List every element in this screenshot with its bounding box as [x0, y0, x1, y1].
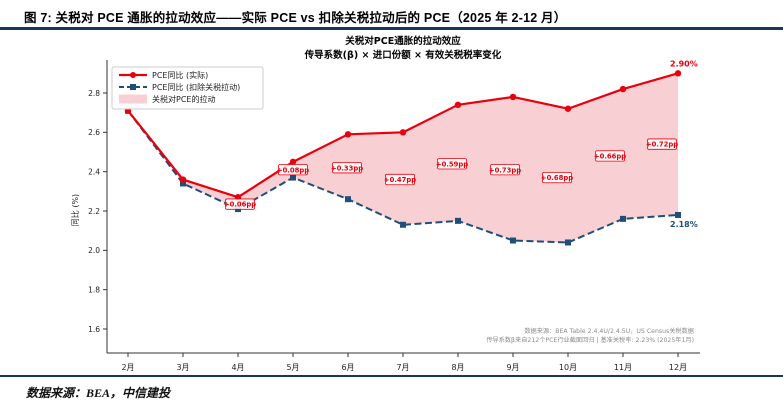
x-tick-label-3月: 3月: [176, 363, 189, 372]
tariff-pp-label-4月: +0.06pp: [224, 201, 256, 209]
extariff-point-6月: [345, 196, 351, 203]
extariff-point-10月: [565, 239, 571, 246]
legend-actual-marker: [130, 72, 136, 78]
x-tick-label-7月: 7月: [396, 363, 409, 372]
chart-subtitle: 传导系数(β) × 进口份额 × 有效关税税率变化: [304, 49, 502, 61]
tariff-pp-label-5月: +0.08pp: [277, 166, 309, 174]
actual-point-6月: [344, 131, 352, 138]
actual-point-12月: [674, 70, 682, 77]
legend-extariff-marker: [130, 84, 136, 90]
extariff-point-3月: [180, 180, 186, 187]
tariff-pp-box-4月: [225, 198, 255, 210]
actual-point-8月: [454, 101, 462, 109]
tariff-pp-label-7月: +0.47pp: [384, 176, 416, 184]
tariff-pp-box-11月: [595, 150, 625, 162]
x-tick-label-2月: 2月: [121, 363, 134, 372]
legend-fill-label: 关税对PCE的拉动: [152, 94, 215, 104]
legend-actual-label: PCE同比 (实际): [152, 70, 208, 80]
tariff-pp-box-10月: [542, 171, 572, 184]
tariff-pp-box-12月: [647, 138, 677, 150]
x-tick-label-8月: 8月: [451, 363, 464, 372]
tariff-pp-box-6月: [332, 162, 362, 174]
actual-point-3月: [179, 176, 187, 183]
series-extariff-line: [127, 110, 679, 244]
figure-header: 图 7: 关税对 PCE 通胀的拉动效应——实际 PCE vs 扣除关税拉动后的…: [0, 0, 783, 30]
tariff-pp-label-10月: +0.68pp: [541, 174, 573, 182]
x-tick-label-4月: 4月: [231, 363, 244, 372]
actual-point-7月: [399, 129, 407, 136]
x-tick-label-12月: 12月: [669, 363, 687, 372]
y-tick-label: 1.6: [88, 325, 100, 334]
chart-note-line1: 数据来源：BEA Table 2.4.4U/2.4.5U，US Census关税…: [524, 327, 694, 335]
actual-end-label: 2.90%: [670, 59, 698, 68]
extariff-point-8月: [455, 217, 461, 224]
tariff-pp-box-9月: [490, 164, 520, 176]
legend-extariff-label: PCE同比 (扣除关税拉动): [152, 82, 240, 92]
tariff-pp-label-12月: +0.72pp: [646, 141, 678, 149]
tariff-pp-label-8月: +0.59pp: [436, 160, 468, 168]
extariff-end-label: 2.18%: [670, 220, 698, 229]
actual-point-9月: [509, 93, 517, 101]
x-tick-label-11月: 11月: [614, 363, 632, 372]
tariff-pp-box-8月: [437, 158, 467, 170]
extariff-point-7月: [400, 221, 406, 228]
tariff-pp-label-6月: +0.33pp: [331, 164, 363, 172]
chart-note-line2: 传导系数β来自212个PCE行业截面回归 | 基准关税率: 2.23% (202…: [486, 336, 694, 344]
tariff-pp-label-9月: +0.73pp: [489, 166, 521, 174]
legend-box: [111, 66, 264, 110]
tariff-pp-box-5月: [278, 164, 308, 176]
y-axis-label: 同比 (%): [70, 194, 80, 226]
y-tick-label: 2.6: [88, 128, 100, 137]
tariff-pp-box-7月: [385, 173, 415, 186]
x-tick-label-10月: 10月: [559, 363, 577, 372]
y-tick-label: 2.4: [88, 167, 100, 176]
pce-tariff-chart: 1.6 1.8 2.0 2.2 2.4 2.6 2.8 2月 3月 4月 5月 6月 7月 8月 9月 10月…: [70, 35, 700, 372]
extariff-point-9月: [510, 237, 516, 244]
extariff-point-11月: [620, 215, 626, 222]
tariff-contribution-area: [128, 73, 678, 243]
x-tick-label-9月: 9月: [506, 363, 519, 372]
actual-point-10月: [564, 105, 572, 112]
figure-title: 图 7: 关税对 PCE 通胀的拉动效应——实际 PCE vs 扣除关税拉动后的…: [24, 11, 567, 25]
y-tick-label: 2.0: [88, 246, 100, 255]
figure-footer: 数据来源：BEA，中信建投: [0, 375, 783, 401]
actual-point-11月: [619, 85, 627, 93]
x-tick-label-5月: 5月: [286, 363, 299, 372]
y-tick-label: 1.8: [88, 285, 100, 294]
y-tick-label: 2.2: [88, 207, 100, 216]
y-tick-label: 2.8: [88, 89, 100, 98]
tariff-pp-label-11月: +0.66pp: [594, 153, 626, 161]
data-source-note: 数据来源：BEA，中信建投: [26, 386, 171, 400]
x-tick-label-6月: 6月: [341, 363, 354, 372]
extariff-point-12月: [675, 211, 681, 218]
extariff-point-5月: [290, 174, 296, 181]
chart-title: 关税对PCE通胀的拉动效应: [345, 35, 461, 47]
legend-fill-patch: [119, 94, 147, 104]
actual-point-5月: [289, 158, 297, 166]
